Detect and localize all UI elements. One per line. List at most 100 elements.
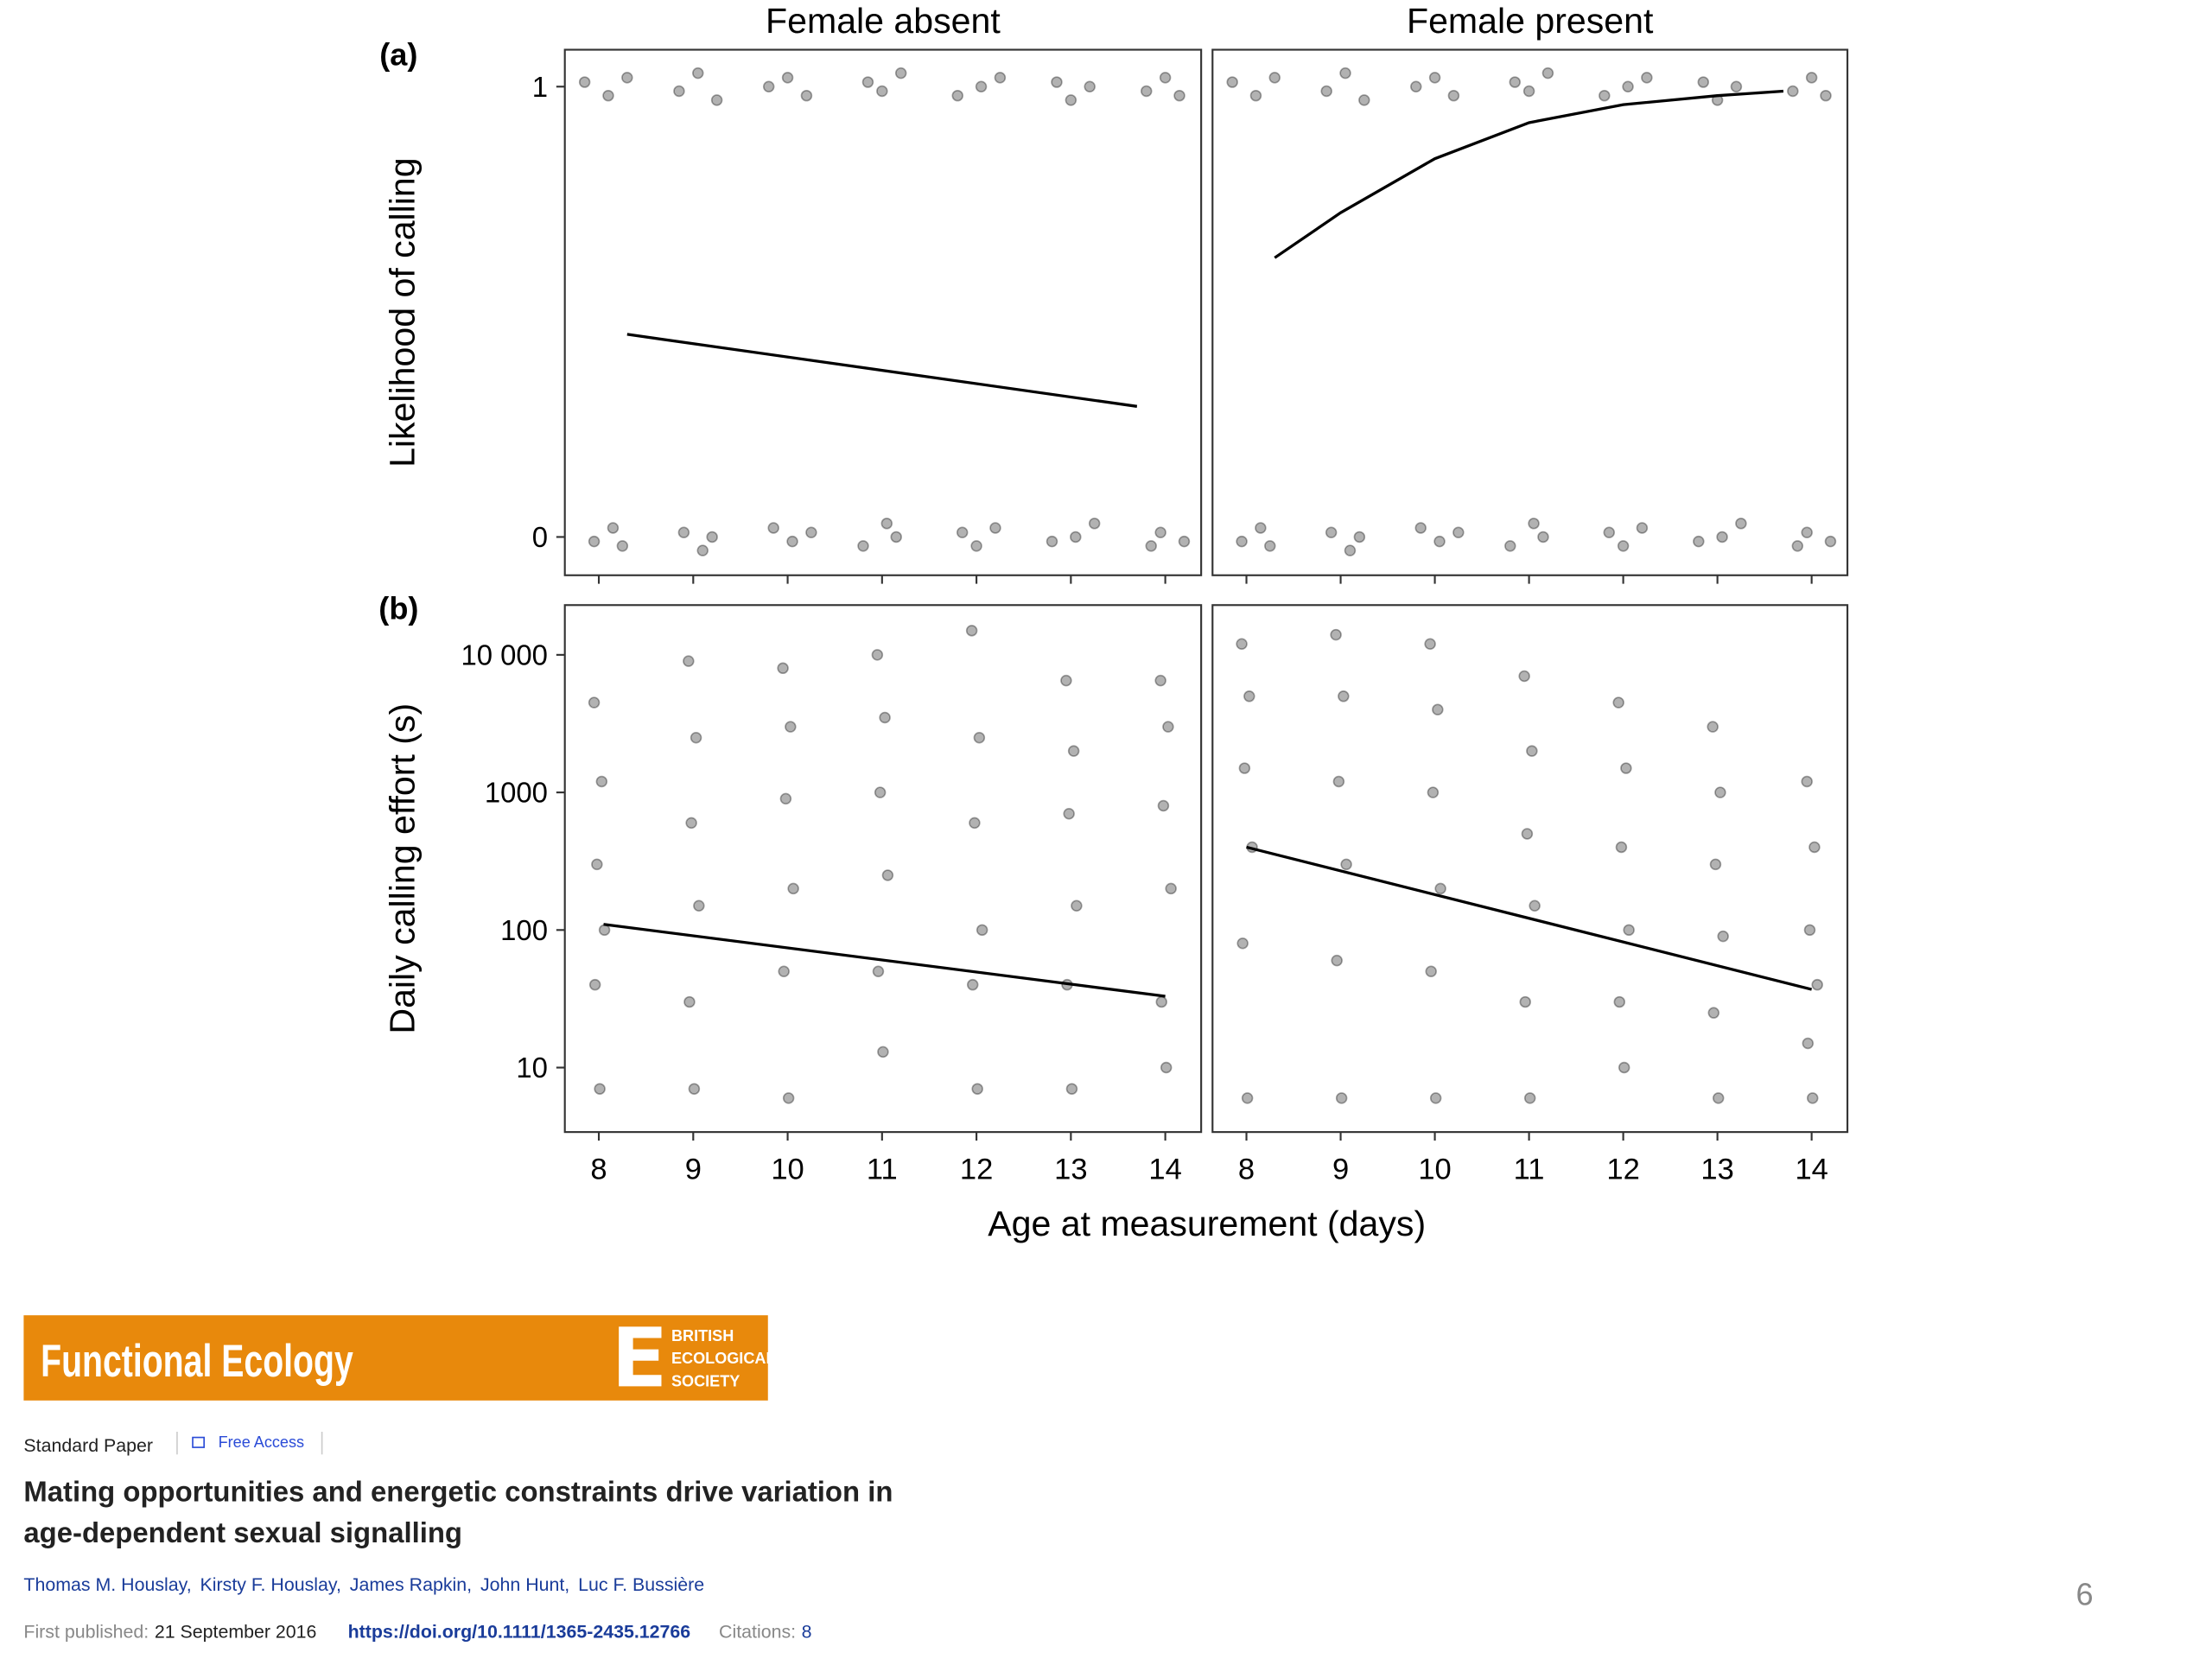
author[interactable]: Thomas M. Houslay, [23,1574,191,1595]
data-point [1339,67,1351,79]
author[interactable]: Luc F. Bussière [578,1574,704,1595]
data-point [800,89,813,102]
y-tick-label: 0 [532,521,548,553]
data-point [994,72,1007,84]
y-tick-label: 10 000 [461,639,548,671]
paper-title[interactable]: age-dependent sexual signalling [23,1516,462,1548]
data-point [588,696,601,709]
data-point [1714,786,1726,798]
data-point [805,526,817,538]
data-point [1358,94,1370,106]
data-point [787,882,799,895]
doi-link[interactable]: https://doi.org/10.1111/1365-2435.12766 [348,1621,691,1642]
data-point [1801,526,1813,538]
data-point [1791,540,1804,552]
data-point [1063,808,1075,820]
data-point [1433,535,1446,548]
data-point [696,544,709,556]
data-point [767,522,779,534]
data-point [1088,518,1101,530]
access-link[interactable]: Free Access [219,1433,304,1451]
data-point [1801,775,1813,788]
data-point [595,775,608,788]
data-point [1636,522,1649,534]
y-tick-label: 1 [532,71,548,103]
panel-frame [563,604,1203,1134]
author[interactable]: Kirsty F. Houslay, [200,1574,341,1595]
data-point [1084,80,1096,93]
data-point [975,80,988,93]
x-axis-label: Age at measurement (days) [988,1204,1426,1243]
data-point [616,540,629,552]
data-point [607,522,620,534]
data-point [1622,80,1634,93]
data-point [1051,76,1063,88]
data-point [1620,762,1632,774]
data-point [970,540,982,552]
data-point [1428,72,1441,84]
data-point [880,518,893,530]
data-point [1226,76,1238,88]
data-point [976,924,988,937]
lock-icon [192,1436,205,1448]
data-point [1173,89,1185,102]
citations-label: Citations: [719,1621,796,1642]
data-point [861,76,874,88]
data-point [690,731,702,744]
x-tick-label: 11 [1514,1153,1545,1185]
y-tick-label: 10 [516,1052,548,1084]
page-number: 6 [2076,1577,2094,1612]
author[interactable]: James Rapkin, [350,1574,472,1595]
data-point [777,662,789,675]
paper-title[interactable]: Mating opportunities and energetic const… [23,1476,893,1508]
y-axis-label: Likelihood of calling [382,157,422,467]
data-point [894,67,907,79]
data-point [874,786,887,798]
data-point [1157,799,1170,812]
society-name: ECOLOGICAL [671,1350,776,1367]
society-logo [619,1326,662,1387]
data-point [1693,535,1705,548]
x-tick-label: 12 [1606,1153,1639,1185]
data-point [781,72,794,84]
data-point [1236,938,1249,950]
data-point [1236,535,1248,548]
data-point [1046,535,1058,548]
citations-count[interactable]: 8 [802,1621,812,1642]
data-point [1730,80,1743,93]
data-point [1615,841,1628,854]
data-point [1432,703,1444,715]
data-point [1060,674,1072,687]
data-point [1264,540,1276,552]
data-point [1618,1061,1630,1074]
fit-line [1274,89,1784,259]
data-point [1709,858,1722,871]
data-point [1735,518,1747,530]
society-name: SOCIETY [671,1372,740,1389]
data-point [762,80,775,93]
x-tick-label: 9 [1332,1153,1349,1185]
data-point [1808,841,1821,854]
data-point [1824,535,1837,548]
data-point [1159,72,1172,84]
panel-frame [563,48,1203,576]
data-point [1070,531,1082,543]
x-tick-label: 13 [1700,1153,1733,1185]
data-point [1617,540,1630,552]
panel-label: (a) [379,37,417,73]
author[interactable]: John Hunt, [480,1574,569,1595]
data-point [594,1083,606,1095]
data-point [1603,526,1616,538]
data-point [1716,531,1728,543]
x-tick-label: 14 [1148,1153,1181,1185]
data-point [871,649,884,661]
data-point [951,89,963,102]
data-point [1522,85,1535,98]
data-point [1155,995,1167,1008]
data-point [966,978,979,991]
data-point [1424,638,1436,651]
data-point [1623,924,1635,937]
data-point [1447,89,1460,102]
data-point [1067,745,1080,757]
